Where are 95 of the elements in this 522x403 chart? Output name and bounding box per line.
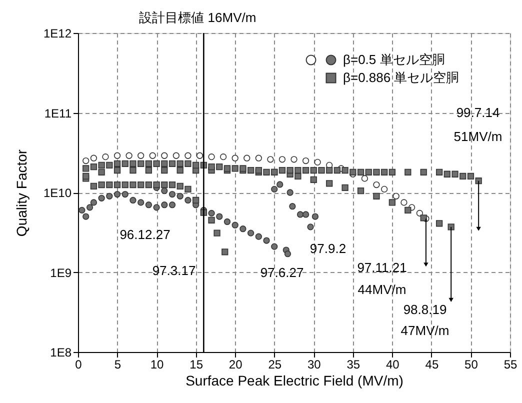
legend-label: β=0.886 単セル空胴 bbox=[343, 70, 460, 85]
point bbox=[172, 152, 180, 159]
point bbox=[232, 154, 238, 162]
y-tick-label: 1E10 bbox=[43, 186, 72, 200]
annotation: 98.8.19 bbox=[403, 302, 447, 317]
point bbox=[114, 152, 121, 159]
point bbox=[208, 210, 215, 217]
point bbox=[224, 218, 231, 226]
point bbox=[220, 154, 227, 160]
annotation: 97.3.17 bbox=[152, 263, 196, 278]
point bbox=[289, 203, 296, 210]
point bbox=[78, 206, 86, 214]
point bbox=[114, 190, 121, 198]
x-axis-title: Surface Peak Electric Field (MV/m) bbox=[186, 372, 404, 388]
point bbox=[90, 154, 98, 162]
point bbox=[232, 222, 238, 228]
y-axis-title: Quality Factor bbox=[13, 149, 30, 237]
annotation: 96.12.27 bbox=[120, 227, 170, 242]
point bbox=[138, 199, 144, 206]
point bbox=[290, 156, 298, 163]
point bbox=[126, 152, 132, 159]
point bbox=[381, 186, 388, 193]
y-tick-label: 1E8 bbox=[50, 346, 72, 360]
point bbox=[302, 157, 310, 164]
point bbox=[400, 199, 408, 206]
point bbox=[244, 154, 250, 162]
ref-line-label: 設計目標値 16MV/m bbox=[139, 10, 256, 25]
point bbox=[145, 202, 152, 208]
x-tick-label: 25 bbox=[268, 358, 282, 372]
point bbox=[168, 190, 176, 198]
point bbox=[247, 230, 254, 236]
point bbox=[176, 192, 184, 200]
point bbox=[276, 181, 284, 188]
point bbox=[153, 204, 160, 211]
y-tick-label: 1E12 bbox=[43, 26, 72, 40]
point bbox=[373, 181, 380, 188]
point bbox=[184, 196, 192, 204]
point bbox=[361, 175, 368, 182]
annotation: 97.6.27 bbox=[260, 265, 304, 280]
point bbox=[216, 213, 223, 220]
point bbox=[149, 152, 156, 159]
point bbox=[255, 233, 262, 240]
point bbox=[286, 189, 294, 196]
point bbox=[267, 156, 274, 163]
annotation: 51MV/m bbox=[454, 129, 502, 144]
x-tick-label: 20 bbox=[228, 358, 243, 372]
point bbox=[302, 211, 310, 218]
y-tick-label: 1E9 bbox=[50, 266, 72, 280]
point bbox=[392, 192, 400, 200]
x-tick-label: 30 bbox=[307, 358, 322, 372]
x-tick-label: 5 bbox=[114, 358, 122, 372]
x-tick-label: 40 bbox=[386, 358, 400, 372]
point bbox=[82, 213, 90, 220]
point bbox=[102, 154, 109, 160]
point bbox=[312, 213, 319, 220]
point bbox=[138, 152, 144, 159]
point bbox=[98, 194, 105, 202]
x-tick-label: 55 bbox=[504, 358, 518, 372]
point bbox=[196, 152, 204, 159]
x-tick-label: 35 bbox=[346, 358, 360, 372]
point bbox=[296, 211, 304, 218]
x-tick-label: 50 bbox=[464, 358, 478, 372]
point bbox=[271, 186, 278, 193]
point bbox=[314, 158, 321, 166]
point bbox=[86, 204, 94, 211]
point bbox=[208, 154, 215, 160]
point bbox=[130, 196, 136, 204]
point bbox=[90, 199, 98, 206]
y-tick-label: 1E11 bbox=[44, 106, 72, 120]
point bbox=[82, 157, 90, 164]
point bbox=[161, 152, 168, 159]
x-tick-label: 10 bbox=[150, 358, 164, 372]
point bbox=[416, 210, 423, 217]
point bbox=[168, 202, 176, 208]
annotation: 97.9.2 bbox=[310, 241, 346, 256]
x-tick-label: 0 bbox=[75, 358, 82, 372]
x-tick-label: 15 bbox=[190, 358, 204, 372]
point bbox=[263, 237, 270, 244]
point bbox=[271, 243, 278, 250]
legend-label: β=0.5 単セル空胴 bbox=[343, 52, 445, 67]
annotation: 97.11.21 bbox=[357, 260, 407, 275]
point bbox=[284, 250, 292, 258]
point bbox=[240, 226, 246, 232]
point bbox=[255, 154, 262, 162]
point bbox=[184, 152, 192, 159]
annotation: 44MV/m bbox=[358, 282, 406, 297]
point bbox=[161, 188, 168, 194]
point bbox=[161, 202, 168, 208]
point bbox=[307, 224, 314, 230]
x-tick-label: 45 bbox=[425, 358, 439, 372]
annotation: 47MV/m bbox=[400, 323, 450, 338]
point bbox=[278, 156, 286, 163]
annotation: 99.7.14 bbox=[456, 105, 500, 120]
point bbox=[122, 190, 128, 198]
point bbox=[106, 192, 113, 200]
